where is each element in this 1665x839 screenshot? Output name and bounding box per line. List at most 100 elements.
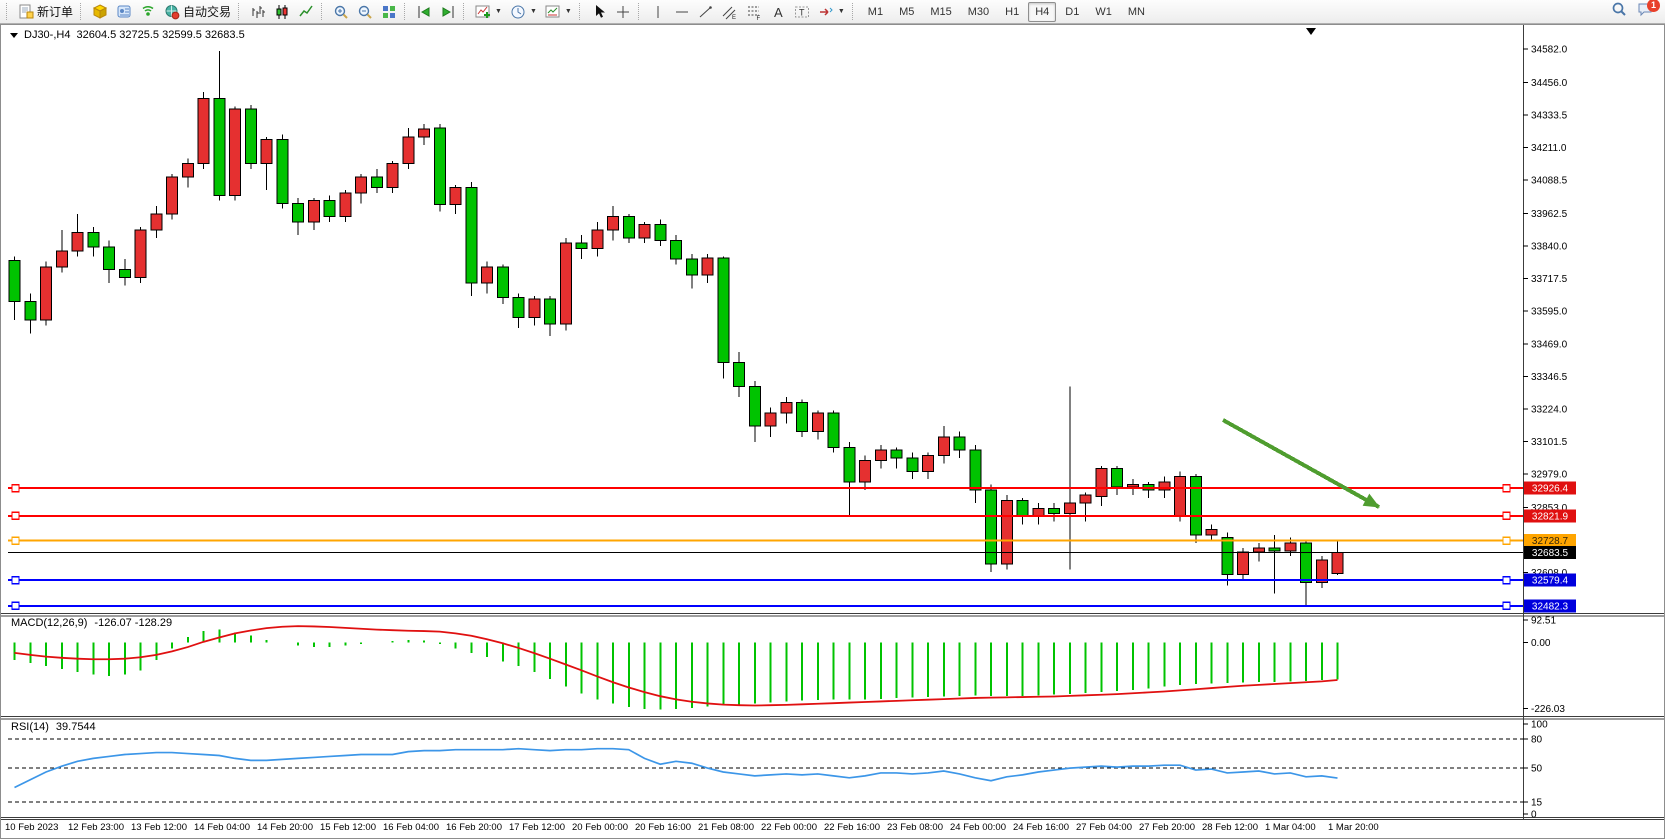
candle-body — [276, 139, 289, 204]
line-chart-button[interactable] — [294, 1, 318, 23]
timeframe-h4-button[interactable]: H4 — [1028, 1, 1057, 22]
periods-button[interactable]: ▼ — [506, 1, 541, 23]
macd-values: -126.07 -128.29 — [94, 617, 173, 629]
label-button[interactable]: T — [790, 1, 814, 23]
cursor-button[interactable] — [587, 1, 611, 23]
autotrade-icon — [164, 4, 180, 20]
candle-body — [292, 202, 304, 223]
candle-body — [591, 229, 604, 249]
time-tick-label: 27 Feb 04:00 — [1076, 822, 1132, 833]
market-watch-button[interactable] — [112, 1, 136, 23]
vertical-line-button[interactable] — [646, 1, 670, 23]
blue-panel-icon — [116, 4, 132, 20]
candle-chart-button[interactable] — [270, 1, 294, 23]
channel-button[interactable]: E — [718, 1, 742, 23]
notifications-button[interactable]: 1 — [1636, 0, 1660, 21]
time-tick-label: 21 Feb 08:00 — [698, 822, 754, 833]
signals-button[interactable] — [136, 1, 160, 23]
candle-body — [528, 298, 541, 318]
time-tick-label: 20 Feb 16:00 — [635, 822, 691, 833]
toolbar-grip — [578, 3, 583, 20]
hline-handle-right[interactable] — [1502, 483, 1511, 493]
chevron-down-icon[interactable]: ▼ — [529, 8, 537, 15]
timeframe-mn-button[interactable]: MN — [1127, 5, 1145, 18]
hline-handle-right[interactable] — [1502, 536, 1511, 545]
zoom-out-button[interactable] — [353, 1, 377, 23]
candle-body — [1111, 468, 1123, 488]
candle-body — [1016, 499, 1029, 517]
zoom-in-button[interactable] — [329, 1, 353, 23]
trend-arrow[interactable] — [1222, 418, 1380, 509]
symbol-collapse-icon[interactable] — [10, 32, 18, 38]
hline-handle-right[interactable] — [1502, 511, 1511, 521]
price-tick-label: 34211.0 — [1531, 143, 1567, 154]
candle-body — [307, 200, 320, 223]
candle-body — [103, 246, 115, 271]
timeframe-m30-button[interactable]: M30 — [967, 5, 990, 18]
crosshair-button[interactable] — [611, 1, 635, 23]
chevron-down-icon[interactable]: ▼ — [837, 8, 845, 15]
time-axis: 10 Feb 2023 12 Feb 23:00 13 Feb 12:00 14 Fe… — [5, 822, 1379, 833]
candle-body — [1237, 551, 1249, 576]
hline-icon — [674, 4, 690, 20]
horizontal-line-button[interactable] — [670, 1, 694, 23]
hline-handle-left[interactable] — [11, 601, 20, 611]
search-button[interactable] — [1610, 1, 1628, 22]
candle-body — [733, 362, 745, 387]
candle-body — [937, 436, 950, 456]
trendline-button[interactable] — [694, 1, 718, 23]
indicators-button[interactable]: ▼ — [471, 1, 506, 23]
tile-windows-button[interactable] — [377, 1, 401, 23]
text-button[interactable]: A — [766, 1, 790, 23]
price-tag-label: 32683.5 — [1532, 548, 1569, 559]
auto-scroll-button[interactable] — [412, 1, 436, 23]
timeframe-m5-button[interactable]: M5 — [899, 5, 915, 18]
chevron-down-icon[interactable]: ▼ — [495, 8, 502, 15]
zoom-in-icon — [333, 4, 349, 20]
timeframe-m1-button[interactable]: M1 — [867, 5, 884, 18]
hline-handle-left[interactable] — [11, 536, 20, 545]
template-icon — [545, 4, 561, 20]
candles-chart-icon — [274, 4, 290, 20]
toolbox-button[interactable] — [88, 1, 112, 23]
price-tick-label: 34582.0 — [1531, 45, 1568, 56]
search-icon — [1611, 1, 1627, 22]
time-tick-label: 28 Feb 12:00 — [1202, 822, 1258, 833]
new-order-button[interactable]: 新订单 — [14, 1, 77, 23]
macd-tick-label: 0.00 — [1531, 638, 1551, 649]
horizontal-lines — [8, 483, 1523, 611]
vline-icon — [650, 4, 666, 20]
hline-handle-right[interactable] — [1502, 575, 1511, 585]
hline-handle-left[interactable] — [11, 575, 20, 585]
candle-body — [71, 232, 84, 252]
candle-body — [1126, 484, 1139, 488]
fibonacci-button[interactable]: F — [742, 1, 766, 23]
timeframe-m15-button[interactable]: M15 — [930, 5, 952, 18]
price-axis: 34582.0 34456.0 34333.5 34211.0 34088.5 33962… — [1523, 45, 1568, 821]
new-order-icon — [18, 4, 34, 20]
chevron-down-icon[interactable]: ▼ — [564, 8, 572, 15]
timeframe-w1-button[interactable]: W1 — [1095, 5, 1112, 18]
candle-body — [339, 192, 352, 218]
hline-handle-right[interactable] — [1502, 601, 1511, 611]
candle-body — [465, 186, 478, 284]
candle-body — [1221, 537, 1234, 576]
timeframe-h1-button[interactable]: H1 — [1005, 5, 1020, 18]
arrows-button[interactable]: ▼ — [814, 1, 849, 23]
zoom-out-icon — [357, 4, 373, 20]
candle-body — [1158, 481, 1171, 491]
chart-shift-button[interactable] — [436, 1, 460, 23]
timeframe-d1-button[interactable]: D1 — [1065, 5, 1080, 18]
templates-button[interactable]: ▼ — [541, 1, 576, 23]
toolbar-grip — [404, 3, 408, 20]
candle-body — [496, 266, 509, 299]
autotrade-button[interactable]: 自动交易 — [160, 1, 235, 23]
hline-handle-left[interactable] — [11, 483, 20, 493]
price-tag — [1524, 534, 1576, 548]
candle-body — [260, 139, 273, 165]
bar-chart-button[interactable] — [246, 1, 270, 23]
price-tick-label: 34333.5 — [1531, 110, 1568, 121]
candle-body — [323, 200, 336, 218]
price-tick-label: 33346.5 — [1531, 372, 1568, 383]
hline-handle-left[interactable] — [11, 511, 20, 521]
